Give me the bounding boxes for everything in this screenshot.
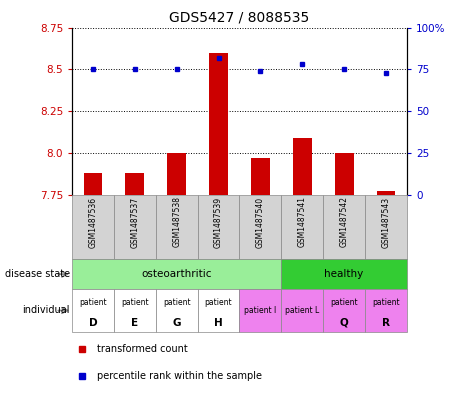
Bar — [72, 195, 114, 259]
Text: GSM1487538: GSM1487538 — [172, 196, 181, 248]
Bar — [239, 195, 281, 259]
Text: R: R — [382, 318, 390, 328]
Text: patient: patient — [163, 298, 191, 307]
Bar — [281, 289, 323, 332]
Bar — [198, 289, 239, 332]
Text: patient: patient — [330, 298, 358, 307]
Bar — [323, 195, 365, 259]
Bar — [72, 289, 114, 332]
Bar — [84, 173, 102, 195]
Text: E: E — [131, 318, 139, 328]
Bar — [209, 53, 228, 195]
Text: patient: patient — [205, 298, 232, 307]
Bar — [167, 153, 186, 195]
Text: GSM1487536: GSM1487536 — [88, 196, 98, 248]
Text: GSM1487539: GSM1487539 — [214, 196, 223, 248]
Bar — [377, 191, 395, 195]
Text: GSM1487537: GSM1487537 — [130, 196, 140, 248]
Text: patient L: patient L — [285, 306, 319, 315]
Text: healthy: healthy — [325, 269, 364, 279]
Bar — [323, 289, 365, 332]
Bar — [114, 289, 156, 332]
Text: patient: patient — [79, 298, 107, 307]
Bar — [198, 195, 239, 259]
Text: osteoarthritic: osteoarthritic — [141, 269, 212, 279]
Text: patient: patient — [121, 298, 149, 307]
Text: GSM1487542: GSM1487542 — [339, 196, 349, 248]
Text: H: H — [214, 318, 223, 328]
Bar — [281, 195, 323, 259]
Bar — [281, 259, 407, 289]
Bar — [251, 158, 270, 195]
Bar — [365, 195, 407, 259]
Text: GSM1487541: GSM1487541 — [298, 196, 307, 248]
Text: percentile rank within the sample: percentile rank within the sample — [97, 371, 262, 381]
Text: GSM1487543: GSM1487543 — [381, 196, 391, 248]
Bar — [126, 173, 144, 195]
Text: Q: Q — [340, 318, 348, 328]
Bar — [365, 289, 407, 332]
Title: GDS5427 / 8088535: GDS5427 / 8088535 — [169, 11, 310, 25]
Text: disease state: disease state — [5, 269, 70, 279]
Bar — [72, 259, 281, 289]
Text: GSM1487540: GSM1487540 — [256, 196, 265, 248]
Text: patient: patient — [372, 298, 400, 307]
Bar — [114, 195, 156, 259]
Bar — [156, 289, 198, 332]
Bar — [293, 138, 312, 195]
Bar — [156, 195, 198, 259]
Bar — [239, 289, 281, 332]
Text: D: D — [89, 318, 97, 328]
Text: G: G — [173, 318, 181, 328]
Text: transformed count: transformed count — [97, 344, 188, 354]
Text: patient I: patient I — [244, 306, 277, 315]
Text: individual: individual — [22, 305, 70, 316]
Bar — [335, 153, 353, 195]
